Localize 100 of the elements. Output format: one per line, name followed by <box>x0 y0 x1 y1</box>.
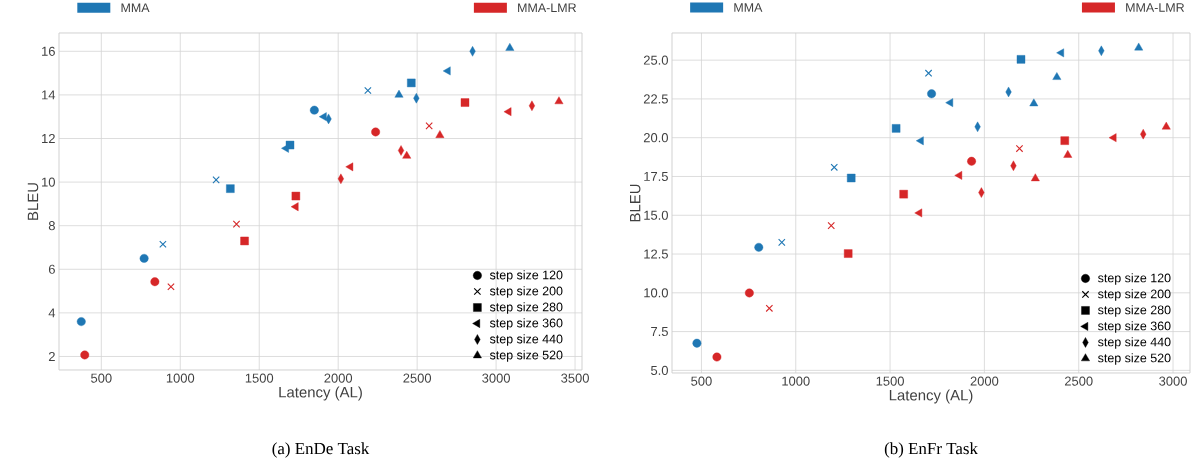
x-tick-label: 1000 <box>782 376 810 386</box>
point <box>1015 144 1024 153</box>
point <box>744 288 754 298</box>
point <box>844 249 853 258</box>
legend-label: step size 120 <box>1098 273 1171 285</box>
point <box>891 124 901 133</box>
point <box>345 162 354 172</box>
point <box>240 236 249 246</box>
legend-label: step size 440 <box>1098 337 1171 349</box>
y-tick-label: 4 <box>48 308 56 318</box>
text: (a) EnDe Task <box>272 442 370 458</box>
point <box>778 238 786 247</box>
point <box>76 317 86 326</box>
point <box>827 221 835 230</box>
point <box>226 184 235 193</box>
point <box>402 150 412 159</box>
point <box>150 277 160 287</box>
x-tick-label: 3500 <box>561 373 589 383</box>
y-tick-label: 2 <box>48 351 55 362</box>
x-tick-label: 1000 <box>166 373 195 383</box>
point <box>1016 55 1026 64</box>
y-tick-label: 17.5 <box>644 171 668 181</box>
y-tick-label: 20.0 <box>643 133 668 143</box>
point <box>754 242 764 252</box>
point <box>1063 150 1073 158</box>
point <box>1134 42 1144 51</box>
point <box>967 156 976 166</box>
x-tick-label: 1500 <box>245 373 274 383</box>
point <box>394 89 404 98</box>
point <box>290 202 299 212</box>
point <box>159 240 167 248</box>
y-tick-label: 5.0 <box>651 365 668 375</box>
y-tick-label: 12.5 <box>644 249 668 259</box>
y-tick-label: 15.0 <box>644 210 668 220</box>
y-tick-label: 10.0 <box>644 288 668 298</box>
point <box>899 189 908 199</box>
y-tick-label: 10 <box>42 177 55 187</box>
point <box>139 253 149 263</box>
point <box>167 283 175 291</box>
point <box>309 105 319 115</box>
point <box>692 338 702 348</box>
legend-label: step size 200 <box>1098 289 1171 301</box>
legend-label: step size 360 <box>489 318 563 330</box>
point <box>954 171 963 180</box>
x-tick-label: 500 <box>91 373 112 383</box>
y-tick-label: 14 <box>42 90 56 100</box>
point <box>1052 72 1062 80</box>
point <box>364 86 372 95</box>
y-tick-label: 22.5 <box>643 94 668 104</box>
y-tick-label: 8 <box>48 221 55 231</box>
legend-label: MMA-LMR <box>1126 3 1185 12</box>
legend-label: step size 520 <box>1098 353 1171 365</box>
x-tick-label: 2000 <box>324 373 353 383</box>
point <box>1060 136 1069 145</box>
point <box>1029 98 1039 107</box>
point <box>945 98 954 107</box>
x-tick-label: 2000 <box>970 376 999 386</box>
point <box>442 66 451 76</box>
point <box>232 220 241 228</box>
y-tick-label: 25.0 <box>643 55 668 65</box>
legend-label: step size 280 <box>489 302 563 314</box>
x-tick-label: 500 <box>691 376 712 386</box>
legend-label: step size 440 <box>489 334 563 346</box>
point <box>830 163 838 172</box>
point <box>505 43 515 51</box>
legend-label: step size 520 <box>489 350 563 362</box>
point <box>1161 121 1171 130</box>
x-axis-title: Latency (AL) <box>279 386 362 401</box>
point <box>927 89 936 99</box>
y-axis-title: BLEU <box>27 183 39 220</box>
x-axis-title: Latency (AL) <box>889 389 973 404</box>
text: (b) EnFr Task <box>884 442 978 458</box>
point <box>1108 133 1117 143</box>
point <box>371 127 381 137</box>
legend-label: MMA-LMR <box>518 3 577 13</box>
point <box>916 136 924 146</box>
point <box>80 350 90 360</box>
legend-label: MMA <box>734 3 763 12</box>
x-tick-label: 1500 <box>876 376 904 386</box>
x-tick-label: 2500 <box>403 373 432 383</box>
point <box>460 98 470 107</box>
legend-label: step size 360 <box>1098 321 1171 333</box>
point <box>712 352 722 362</box>
point <box>212 176 220 184</box>
legend-label: step size 120 <box>489 270 563 282</box>
point <box>765 304 774 313</box>
point <box>435 130 445 138</box>
point <box>503 107 512 117</box>
point <box>318 112 327 122</box>
point <box>924 69 933 77</box>
y-tick-label: 6 <box>48 264 55 274</box>
y-tick-label: 16 <box>42 46 55 56</box>
x-tick-label: 3000 <box>482 373 510 383</box>
point <box>554 96 564 105</box>
y-axis-title: BLEU <box>630 184 641 222</box>
point <box>425 122 433 130</box>
point <box>847 173 856 183</box>
y-tick-label: 12 <box>42 133 55 144</box>
point <box>1056 48 1064 58</box>
point <box>291 191 301 201</box>
